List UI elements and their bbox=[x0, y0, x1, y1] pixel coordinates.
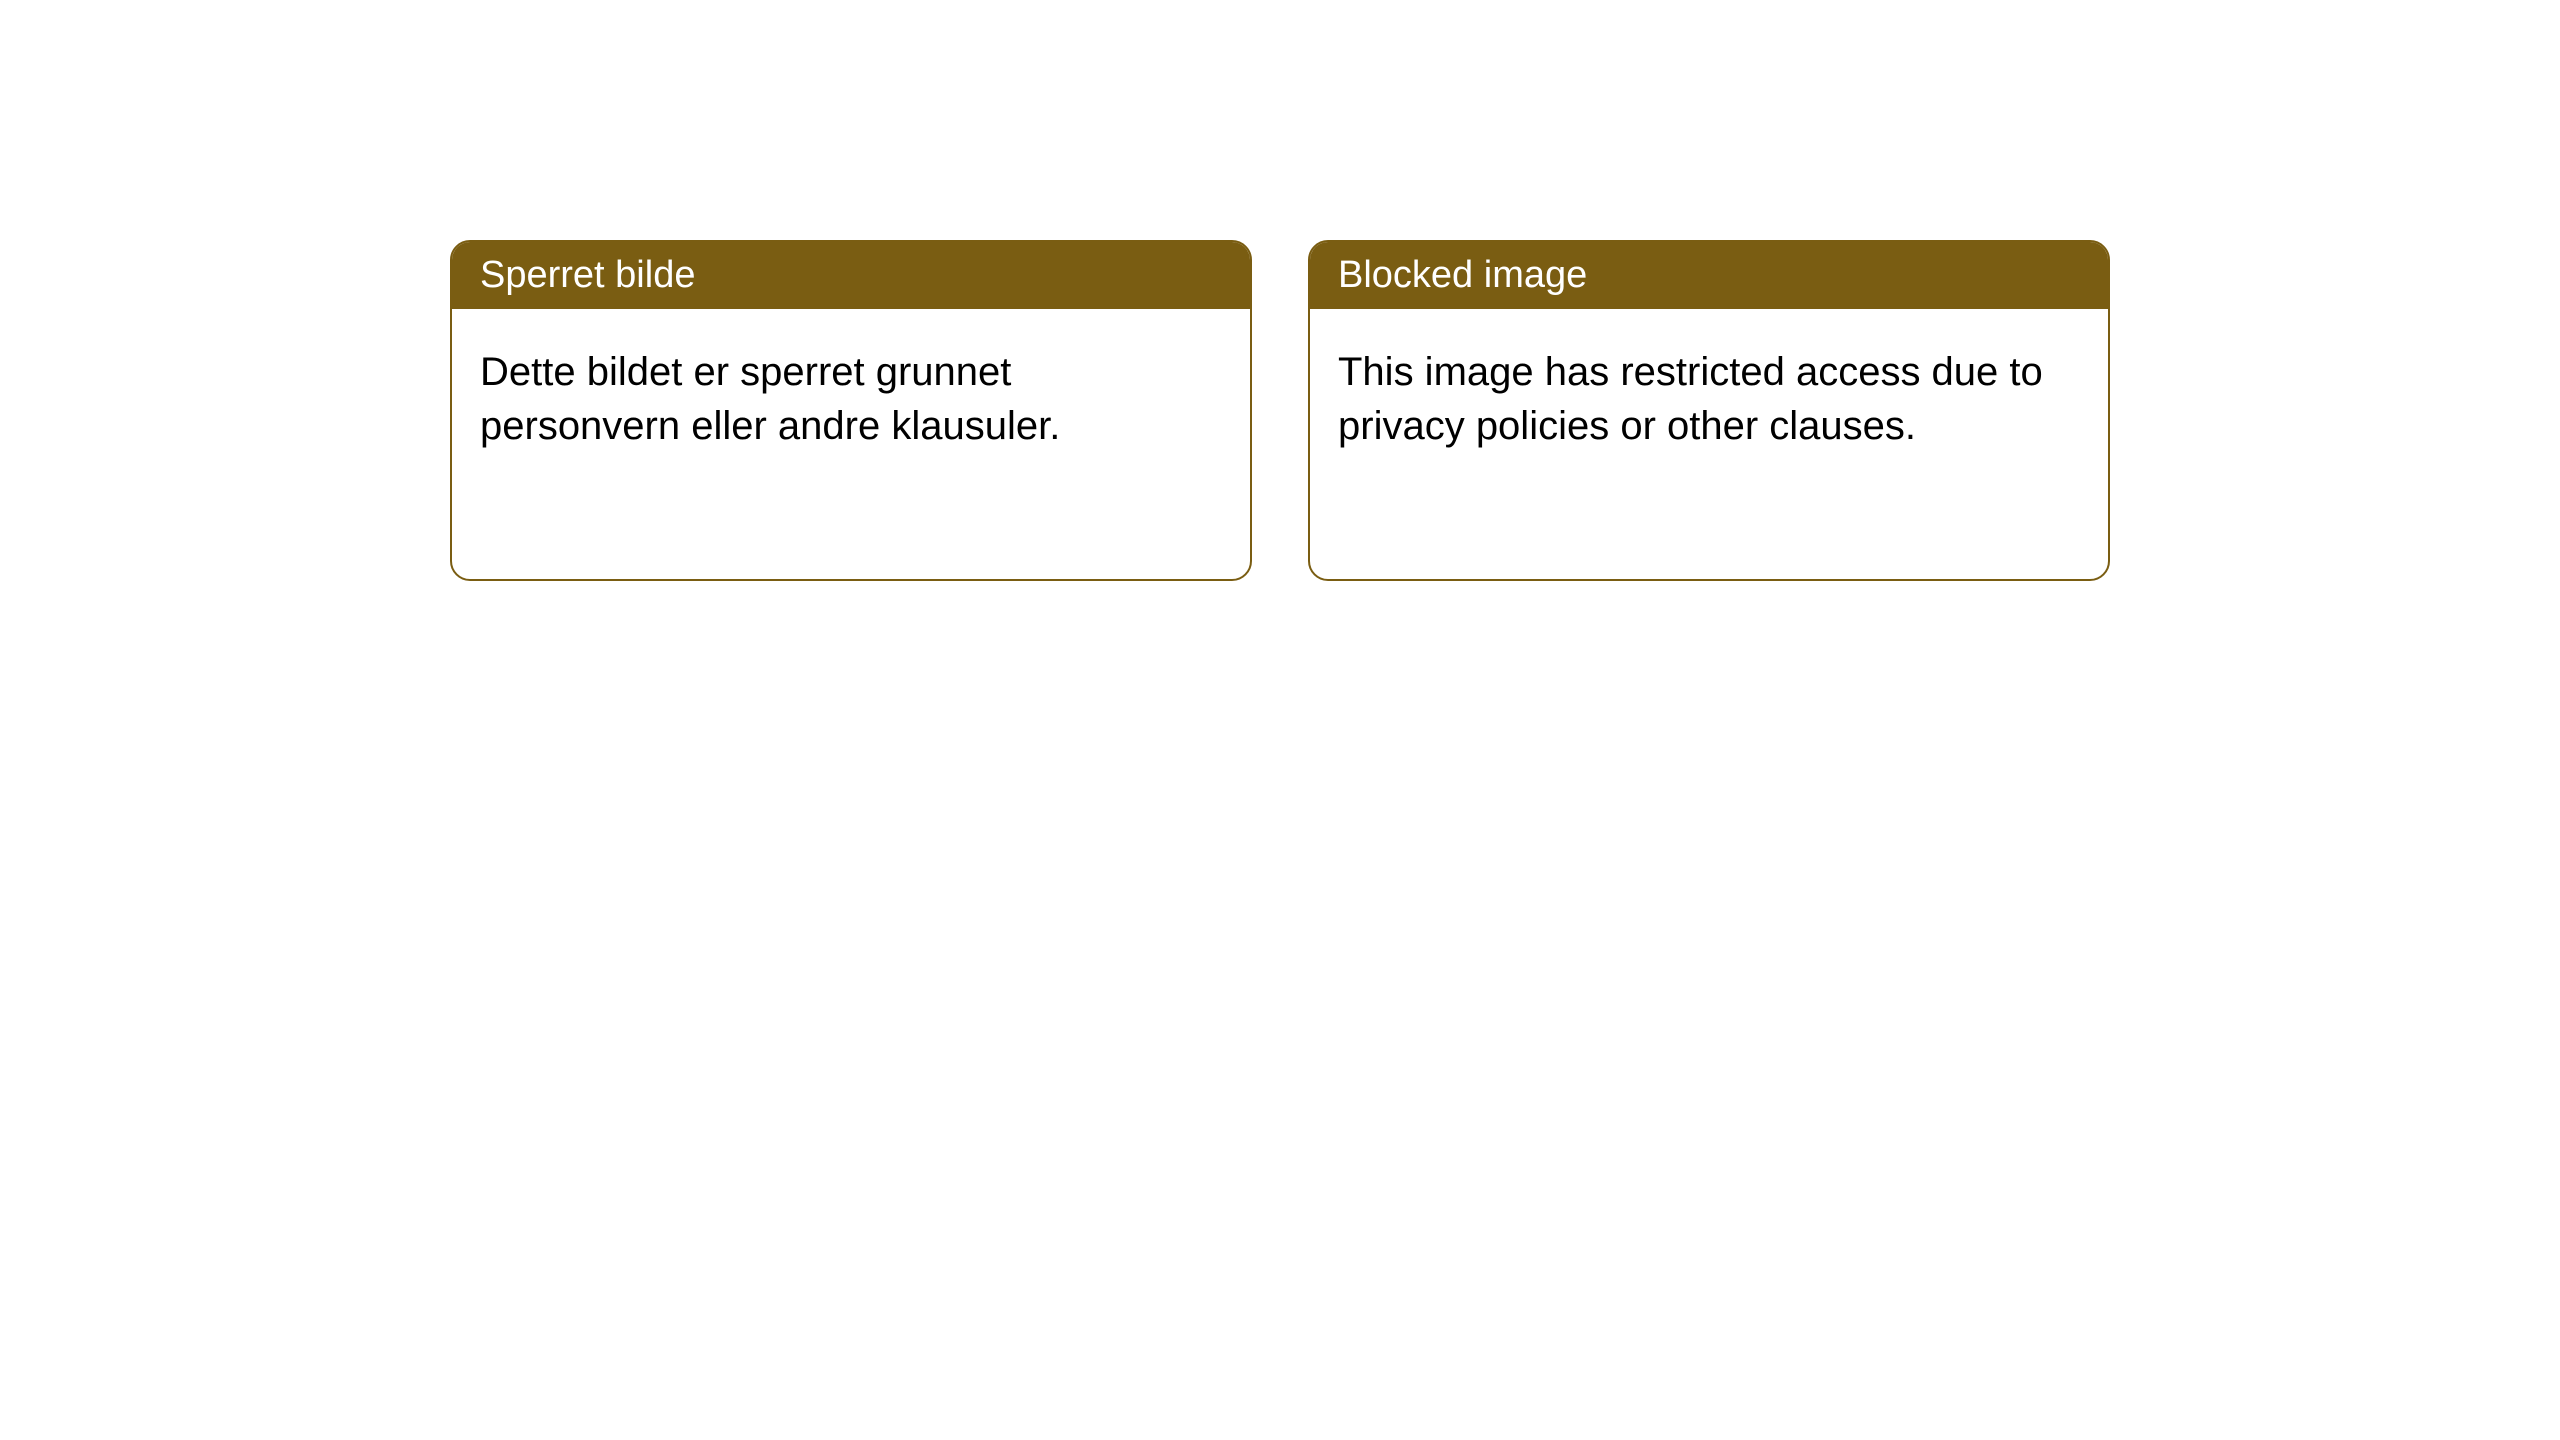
blocked-image-card-no: Sperret bilde Dette bildet er sperret gr… bbox=[450, 240, 1252, 581]
card-title-en: Blocked image bbox=[1338, 254, 1587, 296]
card-message-no: Dette bildet er sperret grunnet personve… bbox=[480, 350, 1060, 448]
card-message-en: This image has restricted access due to … bbox=[1338, 350, 2043, 448]
card-body-en: This image has restricted access due to … bbox=[1310, 309, 2108, 579]
blocked-image-notice-container: Sperret bilde Dette bildet er sperret gr… bbox=[450, 240, 2110, 581]
blocked-image-card-en: Blocked image This image has restricted … bbox=[1308, 240, 2110, 581]
card-title-no: Sperret bilde bbox=[480, 254, 695, 296]
card-header-no: Sperret bilde bbox=[452, 242, 1250, 309]
card-body-no: Dette bildet er sperret grunnet personve… bbox=[452, 309, 1250, 579]
card-header-en: Blocked image bbox=[1310, 242, 2108, 309]
